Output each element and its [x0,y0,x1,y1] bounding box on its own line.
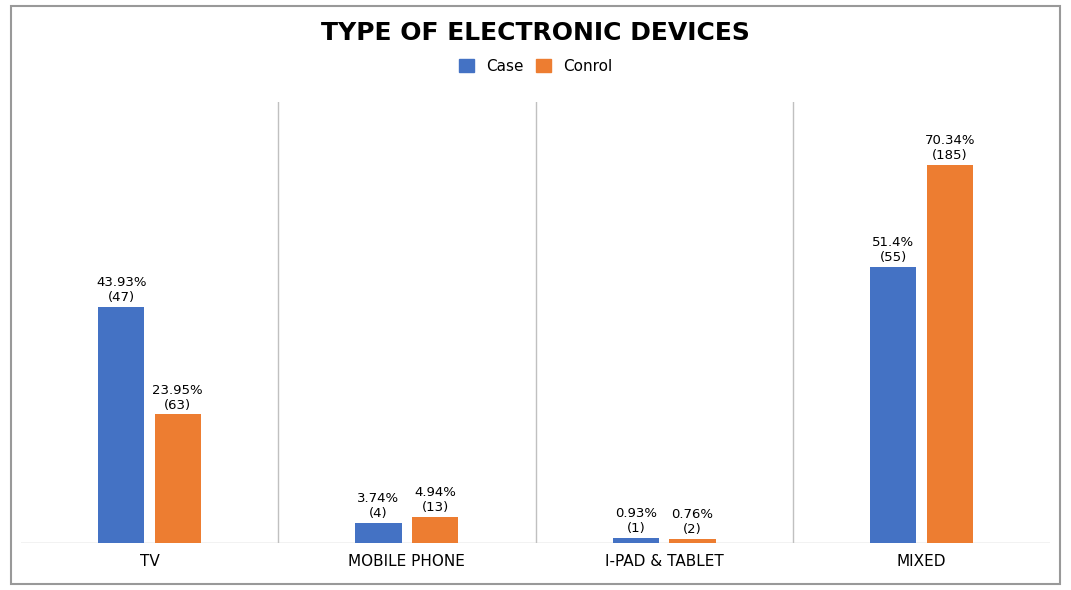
Title: TYPE OF ELECTRONIC DEVICES: TYPE OF ELECTRONIC DEVICES [321,21,750,45]
Bar [613,538,659,543]
Text: 0.76%
(2): 0.76% (2) [672,508,713,536]
Legend: Case, Conrol: Case, Conrol [452,53,619,80]
Bar [870,267,917,543]
Bar [356,523,402,543]
Bar [412,516,458,543]
Text: 23.95%
(63): 23.95% (63) [152,384,203,412]
Text: 0.93%
(1): 0.93% (1) [615,507,657,535]
Bar [926,165,972,543]
Text: 43.93%
(47): 43.93% (47) [96,276,147,304]
Bar [669,539,715,543]
Text: 3.74%
(4): 3.74% (4) [358,492,399,520]
Text: 4.94%
(13): 4.94% (13) [414,486,456,514]
Text: 70.34%
(185): 70.34% (185) [924,135,975,162]
Text: 51.4%
(55): 51.4% (55) [872,236,915,264]
Bar [154,414,201,543]
Bar [99,307,145,543]
